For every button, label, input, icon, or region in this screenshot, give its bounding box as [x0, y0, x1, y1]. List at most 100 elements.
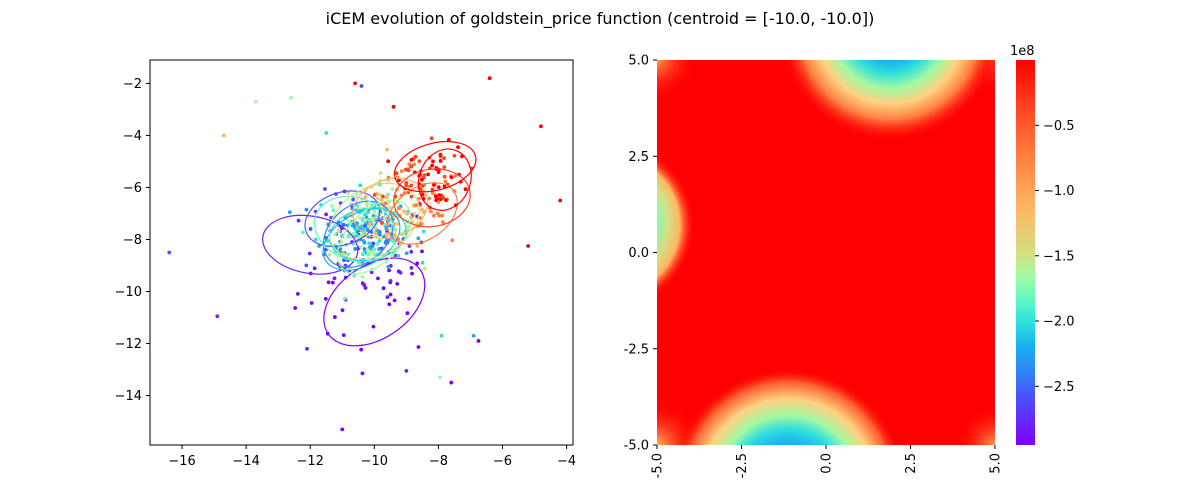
sample-point: [429, 136, 434, 141]
sample-point: [359, 347, 364, 352]
colorbar-tick-label: −2.0: [1043, 315, 1075, 330]
sample-point: [360, 275, 365, 279]
sample-point: [394, 171, 399, 176]
sample-point: [412, 211, 417, 216]
sample-point: [372, 209, 377, 214]
sample-point: [431, 183, 436, 187]
sample-point: [340, 308, 345, 313]
sample-point: [558, 198, 563, 203]
sample-point: [301, 230, 305, 235]
sample-point: [449, 380, 454, 385]
sample-point: [392, 298, 397, 303]
sample-point: [431, 159, 435, 164]
sample-point: [409, 164, 414, 169]
sample-point: [404, 251, 409, 256]
sample-point: [405, 211, 409, 216]
sample-point: [443, 179, 448, 184]
sample-point: [380, 220, 384, 225]
sample-point: [442, 156, 446, 161]
colorbar: 1e8 −0.5 −1.0 −1.5 −2.0 −2.5: [1010, 44, 1075, 445]
sample-point: [363, 212, 367, 217]
sample-point: [449, 175, 454, 180]
heatmap-y-tick-label: -2.5: [624, 342, 649, 357]
sample-point: [406, 168, 411, 173]
sample-point: [471, 333, 476, 338]
sample-point: [386, 192, 390, 197]
sample-point: [363, 195, 368, 199]
sample-point: [381, 194, 385, 199]
sample-point: [221, 133, 226, 138]
sample-point: [295, 291, 300, 296]
sample-point: [359, 224, 364, 229]
colorbar-axis: −0.5 −1.0 −1.5 −2.0 −2.5: [1035, 119, 1075, 395]
heatmap-y-tick-label: 2.5: [628, 150, 649, 165]
sample-point: [526, 244, 531, 248]
x-tick-label: −6: [493, 454, 512, 469]
covariance-ellipse: [352, 177, 429, 239]
sample-point: [405, 224, 410, 229]
sample-point: [407, 244, 412, 248]
sample-point: [440, 213, 445, 218]
sample-point: [215, 314, 220, 319]
sample-point: [353, 247, 358, 251]
sample-point: [431, 213, 436, 218]
heatmap-x-tick-label: -5.0: [651, 453, 666, 478]
sample-point: [332, 276, 337, 281]
sample-point: [438, 375, 442, 380]
sample-point: [452, 153, 457, 158]
covariance-ellipse: [393, 141, 477, 193]
sample-point: [416, 196, 421, 201]
sample-point: [420, 177, 424, 182]
covariance-ellipse: [323, 257, 426, 347]
sample-point: [304, 207, 309, 212]
sample-point: [386, 264, 391, 269]
sample-point: [387, 302, 392, 307]
y-tick-label: −10: [115, 285, 142, 300]
sample-point: [418, 222, 423, 227]
colorbar-tick-label: −1.0: [1043, 184, 1075, 199]
y-tick-label: −2: [123, 77, 142, 92]
sample-point: [373, 231, 378, 236]
sample-point: [384, 195, 389, 200]
sample-point: [361, 251, 366, 256]
x-tick-label: −16: [168, 454, 195, 469]
sample-point: [404, 181, 409, 185]
sample-point: [167, 250, 172, 255]
sample-point: [342, 296, 347, 301]
sample-point: [362, 283, 367, 288]
sample-point: [370, 249, 375, 254]
sample-point: [289, 95, 293, 100]
sample-point: [438, 197, 443, 202]
sample-point: [388, 292, 393, 297]
sample-point: [487, 76, 492, 81]
sample-point: [385, 295, 390, 300]
sample-point: [476, 339, 481, 343]
sample-point: [354, 227, 358, 232]
sample-point: [323, 187, 327, 191]
y-tick-label: −14: [115, 389, 142, 404]
sample-point: [330, 204, 334, 208]
sample-point: [358, 216, 363, 221]
sample-point: [434, 194, 438, 199]
sample-point: [412, 162, 416, 167]
sample-point: [370, 243, 375, 248]
sample-point: [395, 281, 400, 286]
sample-point: [434, 198, 439, 203]
sample-point: [377, 239, 382, 243]
sample-point: [422, 173, 427, 178]
sample-point: [407, 296, 411, 301]
covariance-ellipse: [328, 182, 420, 260]
sample-point: [327, 252, 332, 257]
x-tick-label: −14: [232, 454, 259, 469]
sample-point: [341, 333, 346, 338]
sample-point: [418, 216, 423, 220]
sample-point: [358, 244, 363, 249]
sample-point: [430, 163, 435, 168]
sample-point: [385, 147, 389, 152]
sample-point: [402, 209, 407, 214]
sample-point: [305, 346, 309, 351]
sample-point: [456, 145, 460, 150]
sample-point: [332, 315, 337, 319]
heatmap-x-tick-label: 0.0: [820, 453, 835, 474]
